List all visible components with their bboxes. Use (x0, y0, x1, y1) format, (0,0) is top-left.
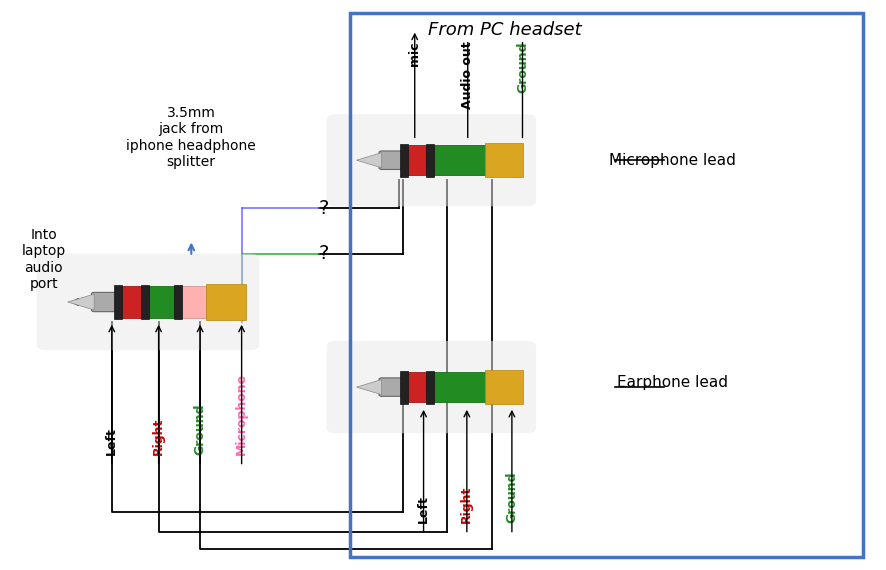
Text: 3.5mm
jack from
iphone headphone
splitter: 3.5mm jack from iphone headphone splitte… (127, 106, 256, 169)
Text: Ground: Ground (516, 41, 529, 92)
Text: Earphone lead: Earphone lead (618, 375, 728, 390)
Bar (433, 145, 486, 175)
Bar (182, 286, 206, 317)
Bar (174, 285, 182, 319)
Bar (486, 143, 523, 177)
Bar (116, 286, 141, 317)
Bar (400, 370, 408, 404)
Bar (206, 284, 246, 320)
Text: Left: Left (417, 495, 430, 523)
Text: Right: Right (461, 486, 473, 523)
Bar (402, 145, 426, 175)
Bar (149, 286, 174, 317)
FancyBboxPatch shape (379, 378, 460, 396)
Text: mic: mic (408, 41, 421, 66)
Text: Microphone: Microphone (235, 373, 248, 455)
Text: Microphone lead: Microphone lead (610, 153, 736, 168)
Text: Audio out: Audio out (462, 41, 474, 109)
Bar (426, 144, 433, 177)
FancyBboxPatch shape (327, 341, 536, 433)
Text: Into
laptop
audio
port: Into laptop audio port (21, 228, 66, 291)
Text: Right: Right (152, 418, 165, 455)
Bar (402, 372, 426, 402)
FancyBboxPatch shape (36, 254, 260, 350)
Text: ?: ? (319, 245, 329, 263)
FancyBboxPatch shape (379, 151, 460, 169)
FancyBboxPatch shape (91, 292, 176, 312)
Bar (486, 370, 523, 404)
Text: Ground: Ground (194, 404, 206, 455)
Text: From PC headset: From PC headset (428, 21, 581, 39)
Bar (141, 285, 149, 319)
Text: Left: Left (105, 428, 119, 455)
Polygon shape (67, 294, 94, 310)
Text: Ground: Ground (505, 472, 518, 523)
Bar (113, 285, 121, 319)
Polygon shape (356, 153, 382, 168)
Bar (400, 144, 408, 177)
Text: ?: ? (319, 199, 329, 218)
FancyBboxPatch shape (327, 114, 536, 206)
Bar (426, 370, 433, 404)
Polygon shape (356, 380, 382, 394)
Bar (433, 372, 486, 402)
